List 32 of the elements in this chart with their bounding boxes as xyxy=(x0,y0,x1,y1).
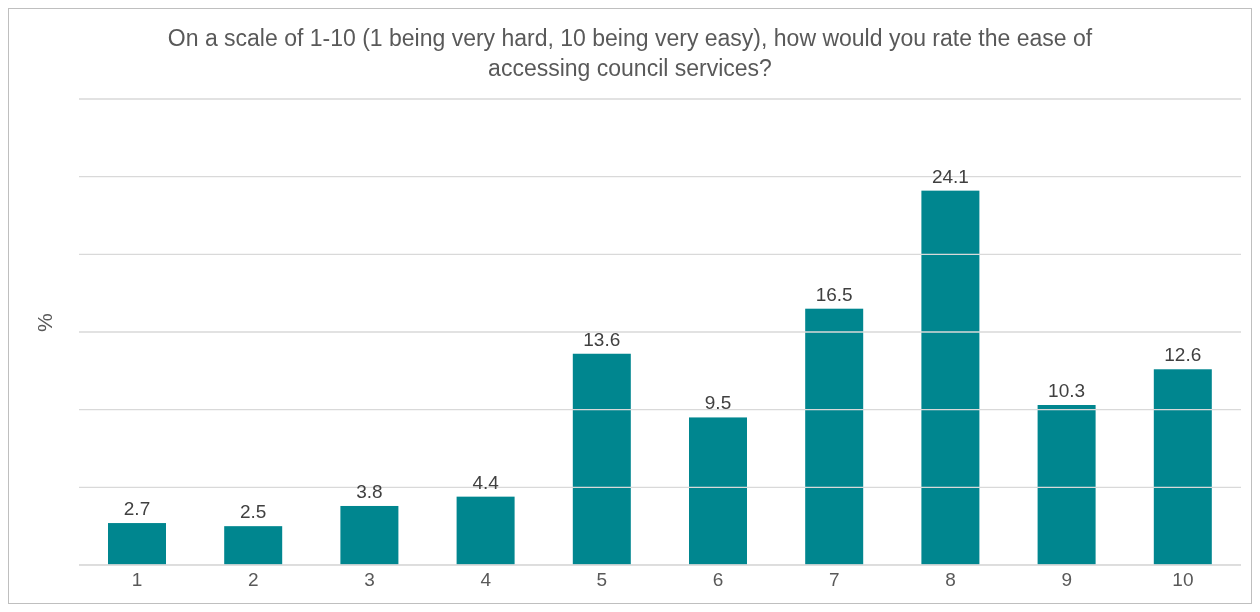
data-label: 2.7 xyxy=(123,498,151,520)
x-tick-label: 7 xyxy=(829,569,840,591)
data-label: 4.4 xyxy=(472,471,500,493)
x-tick-label: 3 xyxy=(364,569,375,591)
bar xyxy=(689,417,747,565)
bar xyxy=(921,190,980,565)
bar xyxy=(224,526,283,565)
bar xyxy=(108,523,166,565)
data-label: 13.6 xyxy=(583,328,621,350)
x-tick-label: 10 xyxy=(1172,569,1194,591)
x-tick-label: 8 xyxy=(945,569,956,591)
data-label: 16.5 xyxy=(815,283,853,305)
x-tick-label: 4 xyxy=(480,569,492,591)
chart-title: On a scale of 1-10 (1 being very hard, 10 being very easy), how would you rate the ease of accessing council services? xyxy=(166,24,1094,83)
bar xyxy=(340,505,399,565)
data-label: 2.5 xyxy=(239,501,267,523)
x-tick-label: 1 xyxy=(131,569,143,591)
x-tick-label: 6 xyxy=(712,569,724,591)
data-label: 24.1 xyxy=(931,165,969,187)
x-tick-label: 9 xyxy=(1061,569,1072,591)
x-tick-label: 2 xyxy=(248,569,259,591)
data-label: 3.8 xyxy=(356,480,383,502)
y-axis-title: % xyxy=(33,313,57,332)
bar xyxy=(572,353,631,565)
bar xyxy=(456,496,515,565)
data-label: 12.6 xyxy=(1164,344,1202,366)
bar xyxy=(1153,369,1212,565)
x-tick-label: 5 xyxy=(596,569,608,591)
bar xyxy=(805,308,864,565)
data-label: 10.3 xyxy=(1048,380,1086,402)
bar xyxy=(1037,405,1096,565)
data-label: 9.5 xyxy=(704,392,732,414)
